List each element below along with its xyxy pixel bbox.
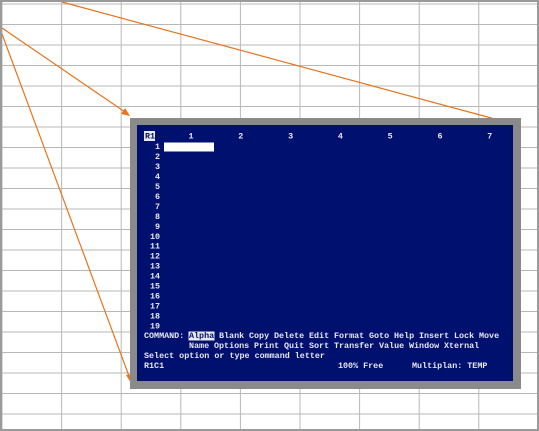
row-header: 9: [155, 222, 160, 232]
command-option: Delete: [274, 331, 304, 341]
command-option: Format: [334, 331, 364, 341]
row-header: 1: [155, 142, 160, 152]
command-option: Sort: [309, 341, 329, 351]
pointer-line: [1, 33, 130, 377]
row-header: 16: [150, 291, 160, 301]
command-option: Quit: [284, 341, 304, 351]
command-option: Options: [214, 341, 249, 351]
cell-cursor: [164, 142, 214, 152]
column-header: 7: [487, 132, 492, 142]
prompt: Select option or type command letter: [144, 351, 325, 361]
row-header: 19: [150, 321, 160, 331]
status-free: 100% Free: [338, 361, 383, 371]
command-option: Goto: [369, 331, 389, 341]
column-header: 6: [437, 132, 442, 142]
row-header: 17: [150, 301, 160, 311]
command-option: Insert: [419, 331, 449, 341]
row-header: 4: [155, 172, 160, 182]
command-option: Window: [409, 341, 439, 351]
column-header: 3: [288, 132, 293, 142]
row-header: 12: [150, 252, 160, 262]
command-option: Move: [479, 331, 499, 341]
command-highlight: [188, 331, 215, 341]
command-option: Value: [379, 341, 404, 351]
status-program: Multiplan: TEMP: [412, 361, 487, 371]
row-header: 7: [155, 202, 160, 212]
row-header: 5: [155, 182, 160, 192]
row-header: 8: [155, 212, 160, 222]
command-option: Print: [254, 341, 279, 351]
corner-highlight: [144, 131, 155, 141]
command-option: Alpha: [189, 331, 214, 341]
arrow-head: [121, 108, 130, 116]
status-cell: R1C1: [144, 361, 164, 371]
corner-label: R1: [145, 132, 155, 142]
command-option: Lock: [454, 331, 474, 341]
column-header: 2: [238, 132, 243, 142]
row-header: 15: [150, 282, 160, 292]
row-header: 10: [150, 232, 160, 242]
row-header: 18: [150, 311, 160, 321]
command-option: Edit: [309, 331, 329, 341]
row-header: 14: [150, 272, 160, 282]
row-header: 6: [155, 192, 160, 202]
command-option: Copy: [249, 331, 269, 341]
column-header: 1: [188, 132, 193, 142]
pointer-line: [61, 1, 507, 123]
pointer-line: [1, 27, 126, 113]
row-header: 2: [155, 152, 160, 162]
column-header: 5: [388, 132, 393, 142]
row-header: 3: [155, 162, 160, 172]
command-option: Xternal: [444, 341, 479, 351]
command-option: Blank: [219, 331, 244, 341]
command-option: Transfer: [334, 341, 374, 351]
row-header: 13: [150, 262, 160, 272]
row-header: 11: [150, 242, 160, 252]
command-option: Name: [189, 341, 209, 351]
command-option: Help: [394, 331, 414, 341]
command-label: COMMAND:: [144, 331, 184, 341]
screen-content: 1 2 3 4 5 6 712345678910111213141516171819COMM…: [144, 132, 499, 372]
column-header: 4: [338, 132, 343, 142]
